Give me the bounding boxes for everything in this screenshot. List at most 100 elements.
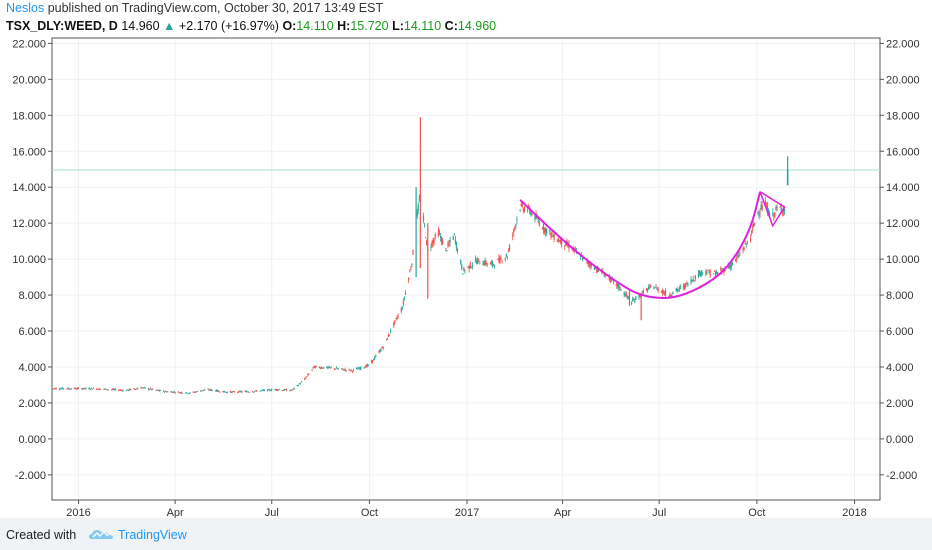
candle-body [642, 290, 644, 295]
price-chart[interactable]: 22.000 20.000 18.000 16.000 14.000 12.000 10.0… [0, 0, 932, 518]
candle-body [491, 261, 494, 266]
candle-body [516, 218, 518, 221]
candle-body [53, 388, 55, 390]
candle-body [271, 389, 273, 391]
candle-body [114, 389, 116, 391]
candle-body [559, 239, 562, 243]
candle-body [200, 390, 202, 392]
x-tick-label: Apr [554, 507, 571, 518]
candle-body [252, 391, 254, 393]
candle-body [486, 263, 488, 265]
candle-body [89, 389, 91, 390]
candle-body [780, 208, 782, 212]
candle-body [663, 293, 666, 295]
candle-body [461, 265, 463, 270]
candle-body [270, 390, 272, 392]
candle-body [541, 228, 544, 230]
candle-body [63, 388, 65, 390]
tradingview-cloud-icon[interactable] [88, 527, 114, 541]
candle-body [519, 209, 521, 211]
candle-body [620, 289, 622, 291]
high-value: 15.720 [350, 19, 389, 33]
candle-body [759, 212, 761, 214]
candle-body [697, 273, 700, 278]
candle-body [286, 389, 288, 391]
candle-body [246, 391, 248, 393]
candle-body [426, 239, 428, 245]
candle-body [542, 224, 545, 231]
candle-body [534, 214, 536, 220]
candle-body [209, 389, 211, 391]
candle-body [330, 367, 332, 369]
candle-body [293, 387, 295, 389]
candle-body [239, 390, 241, 392]
candle-body [247, 391, 249, 393]
y-tick-label-right: 6.000 [886, 326, 914, 338]
candle-body [167, 391, 169, 393]
candle-body [222, 391, 224, 393]
tradingview-brand-link[interactable]: TradingView [118, 528, 187, 542]
candle-body [127, 389, 130, 391]
candle-body [92, 387, 94, 389]
candle-body [162, 390, 165, 392]
symbol-legend: TSX_DLY:WEED, D 14.960 ▲ +2.170 (+16.97%… [6, 19, 496, 33]
candle-body [625, 293, 627, 295]
candle-body [707, 269, 709, 271]
candle-body [664, 290, 667, 296]
candle-body [722, 268, 724, 270]
y-tick-label-left: 16.000 [12, 146, 46, 158]
candle-body [440, 237, 443, 243]
candle-body [709, 269, 711, 276]
candle-body [617, 284, 619, 287]
candle-body [297, 385, 299, 387]
candle-body [159, 390, 161, 392]
candle-body [456, 248, 459, 252]
candle-body [298, 383, 300, 385]
candle-body [194, 391, 196, 393]
candle-body [352, 369, 355, 371]
y-tick-label-left: 6.000 [18, 326, 46, 338]
candle-body [779, 207, 781, 208]
candle-body [742, 248, 744, 251]
candle-body [245, 391, 247, 393]
candle-body [379, 350, 381, 353]
candle-body [774, 212, 776, 216]
cup-curve [519, 191, 762, 300]
candle-body [122, 389, 124, 391]
candle-body [314, 366, 316, 369]
candle-body [307, 374, 309, 376]
candle-body [349, 370, 351, 372]
candle-body [408, 277, 410, 281]
candle-body [107, 389, 109, 391]
candle-body [645, 289, 648, 290]
candle-body [336, 368, 339, 370]
candle-body [474, 258, 477, 261]
candle-body [404, 292, 407, 295]
candle-body [632, 298, 634, 301]
candle-body [515, 224, 517, 227]
author-link[interactable]: Neslos [6, 1, 45, 15]
candle-body [95, 388, 98, 390]
publish-text: published on TradingView.com, October 30… [47, 1, 384, 15]
candle-body [635, 296, 637, 300]
candle-body [305, 378, 307, 379]
candle-body [142, 387, 144, 389]
candle-body [743, 248, 745, 250]
candle-body [375, 355, 377, 358]
candle-body [328, 366, 330, 368]
candle-body [344, 369, 346, 370]
candle-body [729, 264, 731, 269]
candle-body [180, 392, 183, 394]
candle-body [445, 248, 447, 249]
candle-body [484, 260, 486, 265]
candle-body [499, 257, 501, 264]
candle-body [513, 229, 515, 233]
candle-body [738, 255, 740, 258]
candle-body [654, 287, 656, 289]
open-label: O: [282, 19, 297, 33]
candle-body [385, 339, 387, 341]
candle-body [535, 214, 537, 219]
candle-body [543, 228, 546, 233]
candle-body [772, 212, 774, 214]
